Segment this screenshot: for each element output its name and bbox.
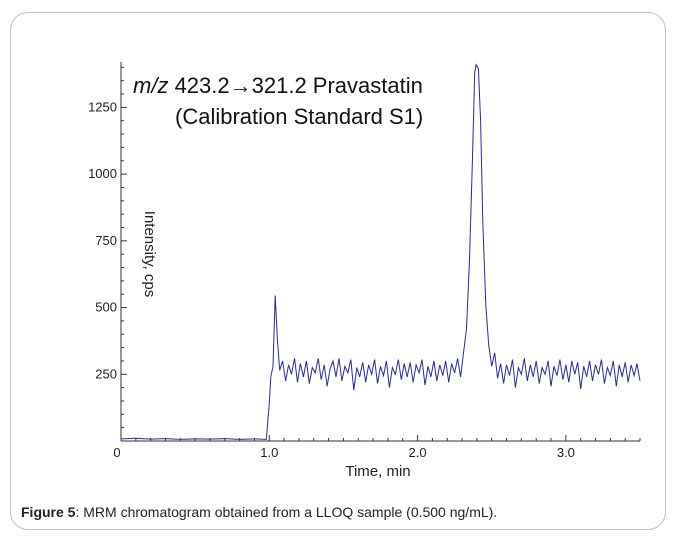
figure-caption: Figure 5: MRM chromatogram obtained from… [21,504,671,520]
y-axis-title: Intensity, cps [141,211,158,297]
annotation-transition: 423.2→321.2 Pravastatin [168,73,422,98]
annotation-mz: m/z [133,73,168,98]
x-tick-label: 2.0 [409,445,427,460]
y-tick-label: 1000 [88,166,117,181]
x-axis-title: Time, min [345,463,410,480]
x-tick-label: 1.0 [260,445,278,460]
y-tick-label: 250 [95,366,117,381]
x-tick-label: 3.0 [557,445,575,460]
caption-label: Figure 5 [21,504,76,520]
figure-frame [10,12,666,530]
caption-text: : MRM chromatogram obtained from a LLOQ … [75,504,498,520]
annotation-line-1: m/z 423.2→321.2 Pravastatin [133,73,423,98]
y-tick-label: 1250 [88,99,117,114]
x-axis-ticks: 0 1.0 2.0 3.0 [113,435,641,460]
series-trace [120,63,641,440]
x-tick-label: 0 [113,445,120,460]
y-tick-label: 500 [95,300,117,315]
annotation-line-2: (Calibration Standard S1) [175,104,423,129]
y-tick-label: 750 [95,233,117,248]
